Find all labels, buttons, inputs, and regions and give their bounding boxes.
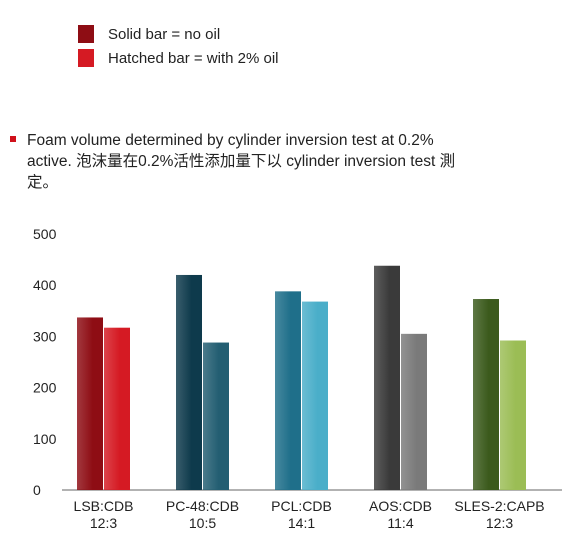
bar-no-oil <box>275 291 301 490</box>
legend-swatch-with-oil <box>78 49 94 67</box>
y-tick-label: 0 <box>33 482 41 498</box>
y-tick-label: 200 <box>33 380 57 396</box>
bar-no-oil <box>176 274 202 490</box>
bar-no-oil <box>77 317 103 490</box>
bar-no-oil <box>374 265 400 490</box>
y-tick-label: 100 <box>33 431 57 447</box>
legend-swatch-no-oil <box>78 25 94 43</box>
x-tick-label: 12:3 <box>90 515 117 531</box>
legend-label-no-oil: Solid bar = no oil <box>108 25 221 43</box>
y-tick-label: 400 <box>33 277 57 293</box>
bar-with-oil <box>104 327 130 490</box>
description-text: Foam volume determined by cylinder inver… <box>27 132 456 191</box>
x-tick-label: 10:5 <box>189 515 216 531</box>
y-tick-label: 300 <box>33 328 57 344</box>
bar-with-oil <box>203 342 229 490</box>
bar-no-oil <box>473 299 499 490</box>
x-tick-label: SLES-2:CAPB <box>454 498 544 514</box>
chart-legend: Solid bar = no oil Hatched bar = with 2%… <box>78 22 279 70</box>
bar-with-oil <box>401 333 427 490</box>
description-note: Foam volume determined by cylinder inver… <box>10 130 470 193</box>
x-tick-label: LSB:CDB <box>74 498 134 514</box>
x-tick-label: 11:4 <box>387 515 413 531</box>
x-tick-label: PCL:CDB <box>271 498 332 514</box>
legend-item-no-oil: Solid bar = no oil <box>78 22 279 46</box>
x-tick-label: 14:1 <box>288 515 315 531</box>
legend-label-with-oil: Hatched bar = with 2% oil <box>108 49 279 67</box>
bar-with-oil <box>302 301 328 490</box>
bar-with-oil <box>500 340 526 490</box>
x-tick-label: AOS:CDB <box>369 498 432 514</box>
x-tick-label: 12:3 <box>486 515 513 531</box>
x-tick-label: PC-48:CDB <box>166 498 239 514</box>
bar-chart: 0100200300400500LSB:CDB12:3PC-48:CDB10:5… <box>33 226 562 531</box>
legend-item-with-oil: Hatched bar = with 2% oil <box>78 46 279 70</box>
y-tick-label: 500 <box>33 226 57 242</box>
bullet-marker <box>10 136 16 142</box>
